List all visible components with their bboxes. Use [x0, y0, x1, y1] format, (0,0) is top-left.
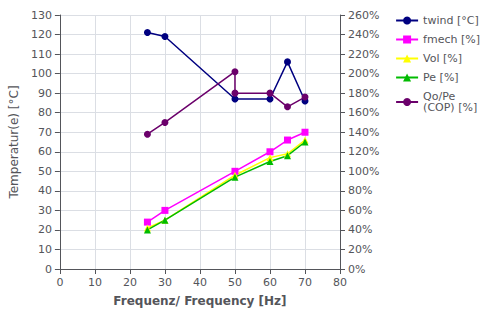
svg-text:160%: 160%: [348, 106, 379, 119]
svg-text:0: 0: [56, 276, 63, 289]
svg-text:240%: 240%: [348, 28, 379, 41]
svg-text:40: 40: [38, 184, 52, 197]
svg-text:30: 30: [38, 204, 52, 217]
svg-text:80: 80: [38, 106, 52, 119]
svg-text:10: 10: [88, 276, 102, 289]
svg-text:80: 80: [333, 276, 347, 289]
svg-text:60%: 60%: [348, 204, 372, 217]
svg-text:50: 50: [228, 276, 242, 289]
svg-text:80%: 80%: [348, 184, 372, 197]
svg-text:70: 70: [298, 276, 312, 289]
svg-text:90: 90: [38, 87, 52, 100]
svg-text:200%: 200%: [348, 67, 379, 80]
svg-text:twind [°C]: twind [°C]: [423, 14, 479, 27]
svg-text:180%: 180%: [348, 87, 379, 100]
svg-text:120: 120: [31, 28, 52, 41]
svg-text:(COP) [%]: (COP) [%]: [423, 101, 477, 114]
svg-text:260%: 260%: [348, 9, 379, 22]
svg-text:Frequenz/ Frequency [Hz]: Frequenz/ Frequency [Hz]: [113, 294, 286, 308]
svg-text:220%: 220%: [348, 48, 379, 61]
svg-text:130: 130: [31, 9, 52, 22]
svg-text:100%: 100%: [348, 165, 379, 178]
svg-text:50: 50: [38, 165, 52, 178]
svg-text:70: 70: [38, 126, 52, 139]
svg-text:110: 110: [31, 48, 52, 61]
svg-text:Vol [%]: Vol [%]: [423, 52, 462, 65]
svg-text:0: 0: [45, 263, 52, 276]
svg-text:20: 20: [38, 223, 52, 236]
svg-text:Qo/Pe: Qo/Pe: [423, 90, 456, 103]
svg-text:60: 60: [263, 276, 277, 289]
svg-text:40%: 40%: [348, 223, 372, 236]
svg-text:60: 60: [38, 145, 52, 158]
svg-text:40: 40: [193, 276, 207, 289]
svg-text:140%: 140%: [348, 126, 379, 139]
svg-text:Temperatur(e) [°C]: Temperatur(e) [°C]: [7, 85, 21, 199]
svg-text:30: 30: [158, 276, 172, 289]
svg-text:10: 10: [38, 243, 52, 256]
svg-text:20: 20: [123, 276, 137, 289]
svg-text:100: 100: [31, 67, 52, 80]
svg-text:fmech [%]: fmech [%]: [423, 33, 480, 46]
svg-text:Pe [%]: Pe [%]: [423, 71, 459, 84]
svg-text:20%: 20%: [348, 243, 372, 256]
svg-text:0%: 0%: [348, 263, 365, 276]
svg-text:120%: 120%: [348, 145, 379, 158]
